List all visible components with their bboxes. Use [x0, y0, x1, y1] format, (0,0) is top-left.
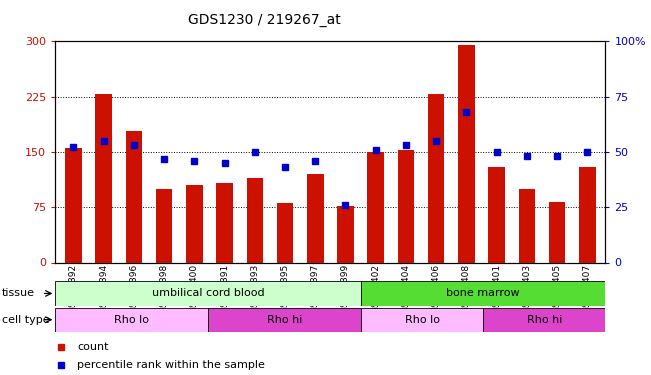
Bar — [337, 207, 353, 262]
Bar — [367, 152, 384, 262]
Bar — [361, 281, 605, 306]
Bar — [458, 45, 475, 262]
Bar — [126, 131, 142, 262]
Bar — [483, 308, 605, 332]
Bar — [247, 178, 263, 262]
Bar — [361, 308, 483, 332]
Bar — [216, 183, 233, 262]
Bar — [579, 166, 596, 262]
Text: cell type: cell type — [2, 315, 49, 325]
Bar — [277, 204, 294, 262]
Text: Rho hi: Rho hi — [267, 315, 302, 325]
Text: tissue: tissue — [2, 288, 35, 298]
Text: umbilical cord blood: umbilical cord blood — [152, 288, 264, 298]
Text: GDS1230 / 219267_at: GDS1230 / 219267_at — [188, 13, 340, 27]
Bar — [208, 308, 361, 332]
Bar — [186, 185, 202, 262]
Bar — [307, 174, 324, 262]
Bar — [55, 308, 208, 332]
Bar — [156, 189, 173, 262]
Bar — [519, 189, 535, 262]
Text: count: count — [77, 342, 109, 352]
Text: bone marrow: bone marrow — [447, 288, 520, 298]
Text: Rho lo: Rho lo — [114, 315, 149, 325]
Bar — [549, 202, 565, 262]
Bar — [398, 150, 414, 262]
Bar — [428, 94, 445, 262]
Bar — [65, 148, 82, 262]
Bar — [96, 94, 112, 262]
Bar — [488, 166, 505, 262]
Bar — [55, 281, 361, 306]
Text: Rho hi: Rho hi — [527, 315, 562, 325]
Text: percentile rank within the sample: percentile rank within the sample — [77, 360, 265, 370]
Text: Rho lo: Rho lo — [404, 315, 439, 325]
